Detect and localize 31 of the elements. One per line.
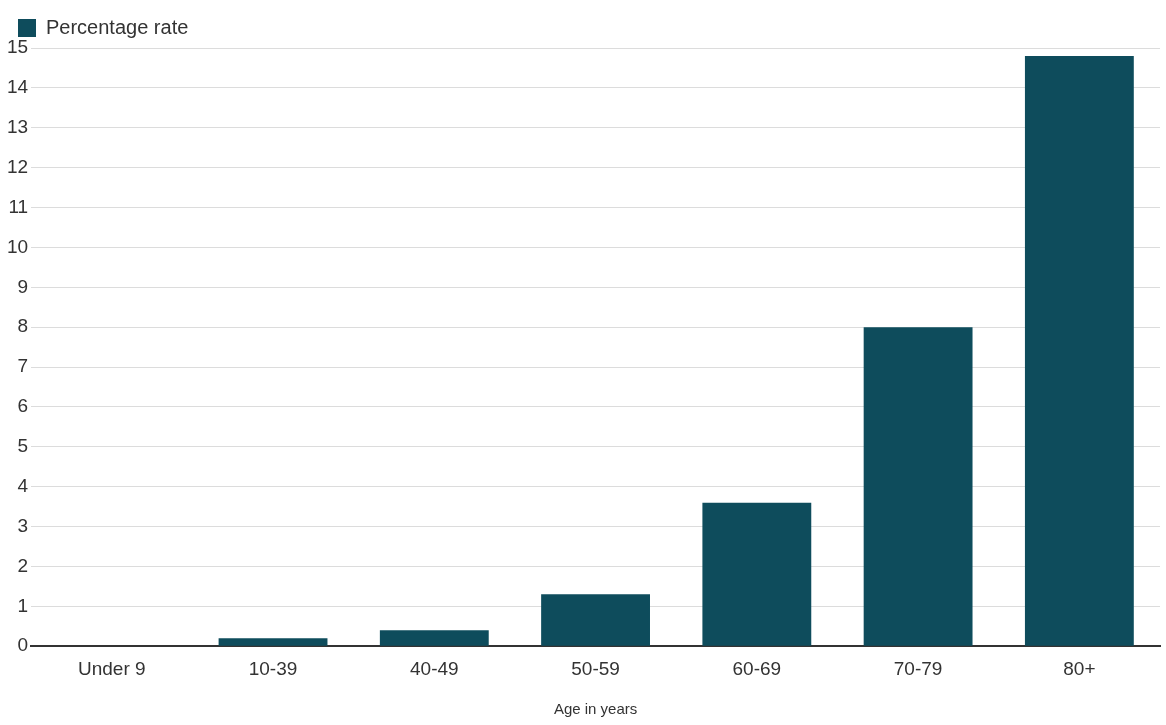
bar <box>218 638 328 646</box>
y-tick-label: 9 <box>17 275 29 297</box>
x-tick-label: 10-39 <box>248 657 298 679</box>
y-tick-label: 6 <box>17 395 29 417</box>
y-tick-label: 8 <box>17 315 29 337</box>
x-tick-label: 80+ <box>1063 657 1096 679</box>
x-axis-title: Age in years <box>553 700 638 718</box>
y-tick-label: 5 <box>17 435 29 457</box>
y-tick-label: 3 <box>17 514 29 536</box>
x-tick-label: Under 9 <box>77 657 146 679</box>
bar <box>863 327 973 646</box>
x-tick-label: 50-59 <box>571 657 620 679</box>
bar <box>1024 55 1134 646</box>
y-tick-label: 13 <box>6 115 29 137</box>
y-tick-label: 12 <box>6 155 29 177</box>
y-tick-label: 4 <box>17 474 29 496</box>
y-tick-label: 7 <box>17 355 29 377</box>
y-tick-label: 1 <box>17 594 29 616</box>
x-tick-label: 70-79 <box>893 657 943 679</box>
y-tick-label: 0 <box>17 634 29 656</box>
x-tick-label: 40-49 <box>410 657 459 679</box>
bar <box>379 630 489 646</box>
bar <box>541 594 650 646</box>
x-tick-label: 60-69 <box>732 657 782 679</box>
y-tick-label: 2 <box>17 554 29 576</box>
y-tick-label: 15 <box>6 36 29 58</box>
bar <box>702 502 812 646</box>
y-tick-label: 10 <box>6 235 29 257</box>
y-tick-label: 11 <box>8 195 29 217</box>
y-tick-label: 14 <box>6 76 29 98</box>
legend-label: Percentage rate <box>46 15 189 38</box>
